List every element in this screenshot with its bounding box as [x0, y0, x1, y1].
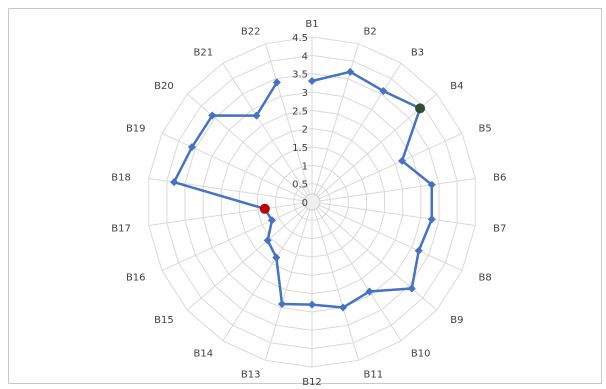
data-point — [252, 111, 261, 120]
data-point — [272, 253, 281, 262]
grid-spoke — [311, 178, 476, 203]
category-label: B19 — [126, 124, 146, 135]
data-point — [379, 86, 388, 95]
data-point — [427, 215, 436, 224]
radial-tick-label: 2.5 — [292, 106, 308, 117]
highlight-point — [259, 203, 270, 214]
radial-tick-label: 4.5 — [292, 33, 308, 44]
data-point — [263, 236, 272, 245]
grid-spoke — [311, 201, 438, 311]
category-label: B4 — [450, 81, 463, 92]
radial-tick-label: 3 — [302, 88, 308, 99]
grid-spoke — [311, 133, 463, 203]
data-point — [170, 178, 179, 187]
category-label: B5 — [478, 124, 491, 135]
data-point — [365, 287, 374, 296]
data-point — [208, 111, 217, 120]
grid-spoke — [311, 201, 476, 226]
grid-spoke — [311, 62, 402, 203]
data-point — [187, 143, 196, 152]
data-point — [414, 246, 423, 255]
grid-spoke — [311, 201, 402, 342]
category-label: B22 — [241, 26, 261, 37]
category-label: B15 — [154, 315, 174, 326]
category-label: B6 — [493, 173, 506, 184]
category-label: B13 — [241, 370, 261, 381]
grid-spoke — [186, 93, 313, 203]
grid-spoke — [311, 201, 463, 271]
data-point — [338, 303, 347, 312]
radial-tick-label: 0.5 — [292, 180, 308, 191]
category-label: B20 — [154, 81, 174, 92]
grid-spoke — [311, 93, 438, 203]
category-label: B1 — [305, 19, 318, 30]
grid — [148, 36, 476, 368]
radial-tick-label: 3.5 — [292, 70, 308, 81]
data-point — [308, 300, 316, 309]
grid-spoke — [222, 201, 313, 342]
radial-tick-label: 1 — [302, 161, 308, 172]
series-line — [172, 70, 434, 309]
data-point — [278, 300, 287, 309]
category-label: B9 — [450, 315, 463, 326]
data-point — [346, 67, 355, 76]
category-label: B11 — [364, 370, 384, 381]
data-point — [407, 284, 416, 293]
category-label: B21 — [193, 47, 213, 58]
category-label: B18 — [111, 173, 131, 184]
grid-spoke — [265, 201, 313, 361]
category-label: B7 — [493, 223, 506, 234]
grid-spoke — [161, 201, 313, 271]
grid-spoke — [311, 201, 359, 361]
grid-spoke — [265, 43, 313, 203]
grid-spoke — [161, 133, 313, 203]
radial-tick-label: 1.5 — [292, 143, 308, 154]
category-label: B2 — [364, 26, 377, 37]
grid-spoke — [222, 62, 313, 203]
category-label: B8 — [478, 272, 491, 283]
series-layer — [170, 67, 436, 312]
radial-tick-label: 0 — [302, 198, 308, 209]
grid-spoke — [148, 201, 313, 226]
radial-tick-label: 4 — [302, 51, 308, 62]
grid-spoke — [186, 201, 313, 311]
radial-tick-label: 2 — [302, 125, 308, 136]
data-point — [398, 156, 407, 165]
data-point — [272, 78, 281, 87]
center-hub — [303, 193, 321, 211]
radial-tick-labels: 0 0.5 1 1.5 2 2.5 3 3.5 4 4.5 — [292, 33, 308, 209]
category-label: B10 — [411, 349, 431, 360]
category-label: B12 — [302, 377, 322, 388]
category-label: B3 — [411, 47, 424, 58]
data-point — [267, 216, 276, 225]
highlight-point — [415, 103, 426, 114]
data-point — [427, 180, 436, 189]
category-labels: B1 B2 B3 B4 B5 B6 B7 B8 B9 B10 B11 B12 B13 B14 B15 B16 B… — [111, 19, 506, 388]
category-label: B16 — [126, 272, 146, 283]
grid-spoke — [311, 43, 359, 203]
data-point — [308, 77, 316, 85]
category-label: B14 — [193, 349, 213, 360]
category-label: B17 — [111, 223, 131, 234]
